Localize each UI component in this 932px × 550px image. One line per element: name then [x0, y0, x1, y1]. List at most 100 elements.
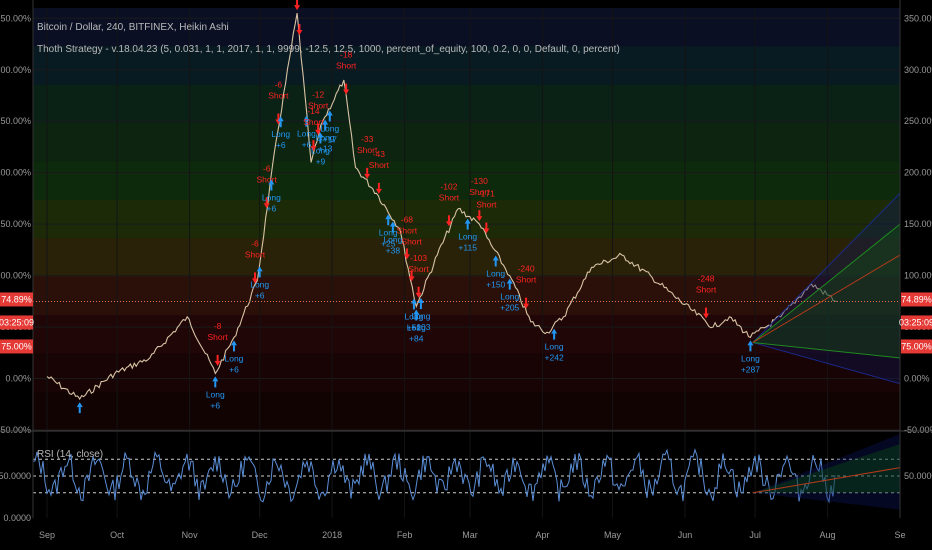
x-tick-label: Mar [462, 530, 478, 540]
y-tick-label-left: 300.00% [0, 65, 31, 75]
long-signal-label: Long [411, 311, 430, 321]
long-signal[interactable]: Long+150 [486, 255, 506, 289]
long-signal[interactable]: Long+9 [311, 132, 330, 166]
rsi-fan-inner [752, 444, 900, 493]
long-arrow-icon [303, 115, 310, 121]
short-signal-label: Short [357, 145, 378, 155]
long-signal[interactable] [76, 402, 83, 414]
short-signal-label: -14 [307, 106, 320, 116]
long-signal-label: +52 [407, 322, 422, 332]
short-arrow-stem [366, 167, 369, 174]
time-badge-left: 03:25:09 [0, 315, 34, 330]
fan-outer-upper [752, 192, 901, 343]
short-arrow-icon [315, 129, 322, 135]
short-signal-label: -103 [410, 253, 427, 263]
price-series-line[interactable] [46, 13, 837, 401]
short-signal-label: Short [268, 91, 289, 101]
long-signal-label: +6 [276, 140, 286, 150]
long-signal-label: Long [250, 279, 269, 289]
long-arrow-icon [413, 309, 420, 315]
long-signal[interactable]: Long+205 [500, 278, 520, 313]
time-badge-right-text: 03:25:09 [899, 317, 932, 327]
long-signal[interactable]: Long+6 [262, 179, 281, 214]
long-signal[interactable]: Long+6 [206, 376, 225, 410]
long-signal[interactable]: Long+6 [250, 266, 269, 300]
price-badge-left: 74.89% [0, 292, 33, 307]
short-signal[interactable]: Short [401, 236, 422, 282]
long-signal[interactable]: Long+287 [741, 340, 760, 374]
background-zone [33, 353, 900, 393]
short-signal-label: -33 [361, 134, 374, 144]
long-signal-label: +9 [316, 156, 326, 166]
long-signal[interactable]: Long+13 [316, 119, 335, 154]
short-arrow-stem [317, 123, 320, 130]
short-signal-label: Short [476, 199, 497, 209]
background-zone [33, 161, 900, 201]
fan-inner-lower [752, 342, 901, 359]
long-signal[interactable]: Long+6 [225, 340, 244, 374]
short-signal[interactable]: Short [287, 0, 308, 11]
short-signal-label: -18 [340, 50, 353, 60]
time-badge-left-text: 03:25:09 [0, 317, 34, 327]
rsi-y-tick-label: 0.0000 [3, 513, 31, 523]
long-signal[interactable]: Long+84 [407, 309, 426, 343]
level-badge-right-text: 75.00% [901, 341, 932, 351]
rsi-y-tick-label: 50.0000 [0, 471, 31, 481]
long-signal-label: +287 [741, 364, 760, 374]
long-signal-label: Long [741, 353, 760, 363]
y-tick-label-left: 200.00% [0, 168, 31, 178]
short-arrow-icon [408, 276, 415, 282]
long-signal[interactable]: Long+242 [545, 328, 564, 363]
long-signal[interactable]: Long+52 [404, 298, 424, 332]
long-signal-label: +6 [302, 140, 312, 150]
long-arrow-icon [417, 298, 424, 304]
x-tick-label: Apr [535, 530, 549, 540]
price-badge-right: 74.89% [901, 292, 932, 307]
x-tick-label: Se [894, 530, 905, 540]
long-signal[interactable]: Long+25 [379, 214, 398, 248]
short-signal-label: Short [469, 187, 490, 197]
long-signal[interactable]: Long+17 [320, 110, 340, 144]
long-arrow-stem [328, 115, 331, 122]
short-signal-label: Short [336, 61, 357, 71]
short-signal-label: Short [303, 117, 324, 127]
short-signal-label: -43 [373, 149, 386, 159]
long-signal-label: +38 [386, 245, 401, 255]
short-arrow-stem [312, 140, 315, 147]
short-signal[interactable]: Short [289, 0, 310, 36]
long-signal[interactable]: Long+103 [411, 298, 431, 332]
price-badge-left-bg [0, 292, 33, 307]
rsi-line[interactable] [32, 448, 836, 504]
long-signal[interactable]: Long+115 [458, 218, 477, 253]
long-signal[interactable]: Long+38 [383, 221, 403, 255]
short-arrow-icon [296, 30, 303, 36]
long-signal-label: Long [320, 123, 339, 133]
short-signal-label: Short [696, 285, 717, 295]
long-signal[interactable]: Long+6 [271, 116, 290, 150]
long-arrow-stem [258, 271, 261, 278]
short-signal-label: Short [408, 264, 429, 274]
short-arrow-stem [525, 297, 528, 304]
long-signal-label: Long [262, 193, 281, 203]
long-signal[interactable]: Long+6 [297, 115, 316, 150]
y-tick-label-right: -50.00% [904, 425, 932, 435]
level-badge-right-bg [901, 339, 932, 354]
x-tick-label: Aug [820, 530, 836, 540]
short-signal-label: -130 [471, 176, 488, 186]
